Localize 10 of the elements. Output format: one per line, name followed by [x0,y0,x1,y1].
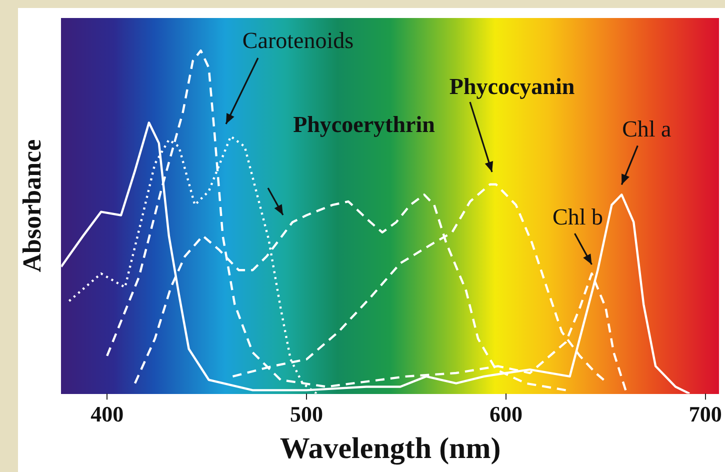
annotation: Chl b [552,204,603,230]
annotation: Chl a [622,116,672,142]
y-axis-title: Absorbance [17,139,46,272]
x-tick-label: 700 [688,401,722,426]
x-tick-label: 600 [489,401,522,426]
x-tick-label: 500 [290,401,324,426]
annotation: Phycocyanin [449,74,575,99]
annotation: Carotenoids [242,28,354,54]
x-tick-label: 400 [90,401,124,426]
x-axis-title: Wavelength (nm) [280,432,501,465]
